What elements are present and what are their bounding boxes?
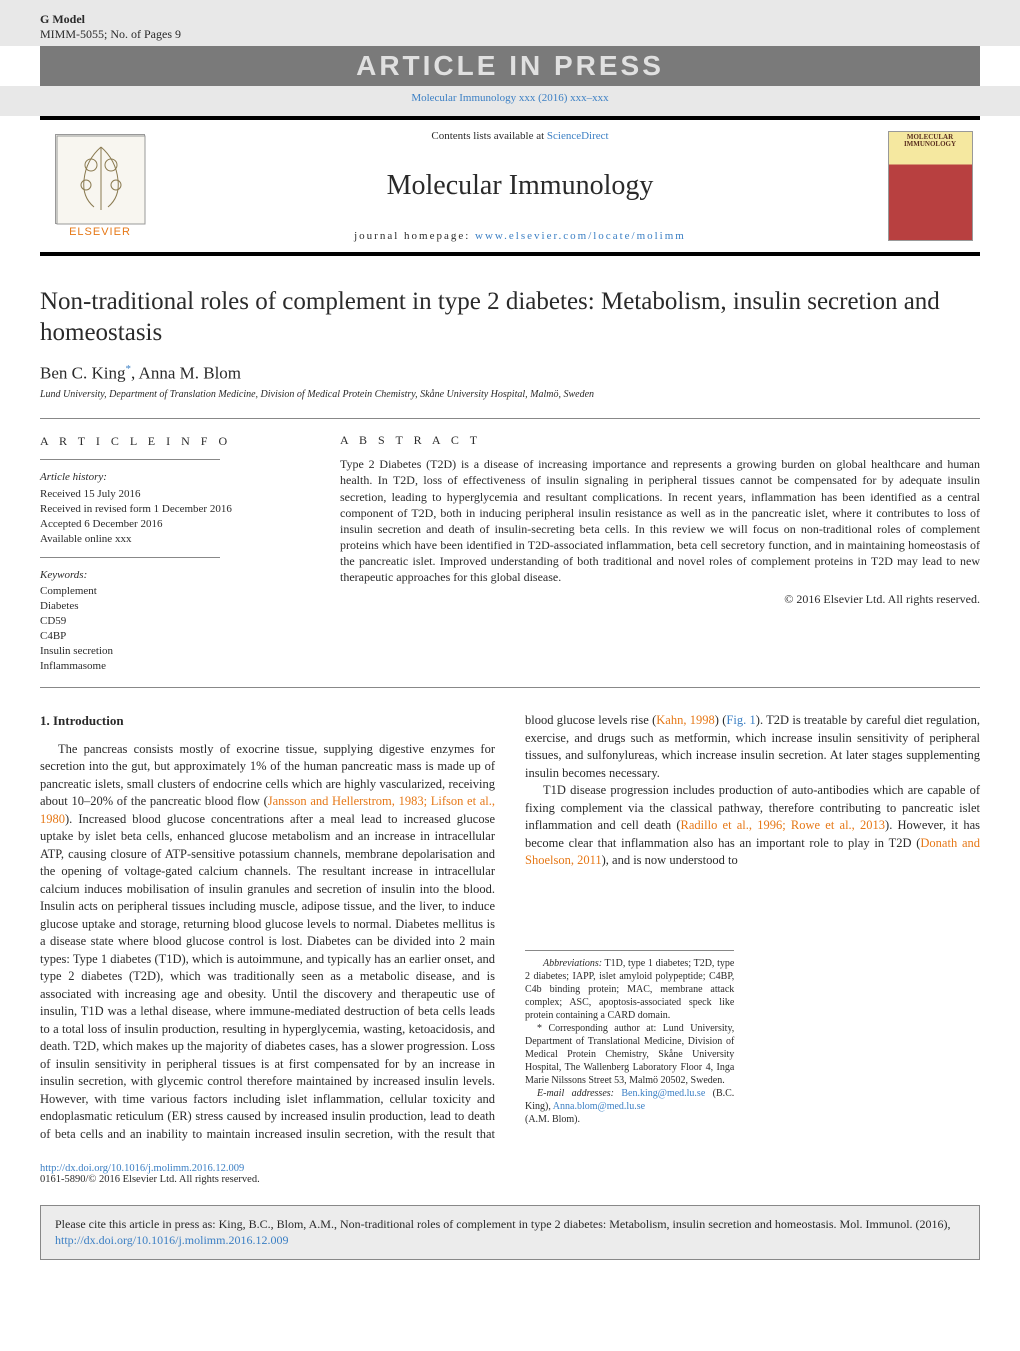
- info-divider-1: [40, 459, 220, 460]
- email-footnote: E-mail addresses: Ben.king@med.lu.se (B.…: [525, 1087, 734, 1126]
- cite-doi-link[interactable]: http://dx.doi.org/10.1016/j.molimm.2016.…: [55, 1233, 288, 1247]
- keyword-3: C4BP: [40, 629, 310, 644]
- info-abstract-row: A R T I C L E I N F O Article history: R…: [40, 418, 980, 688]
- gmodel-block: G Model MIMM-5055; No. of Pages 9: [40, 12, 181, 42]
- top-citation-link[interactable]: Molecular Immunology xxx (2016) xxx–xxx: [411, 92, 608, 104]
- journal-homepage-line: journal homepage: www.elsevier.com/locat…: [354, 230, 686, 242]
- article-in-press-banner: ARTICLE IN PRESS: [40, 46, 980, 86]
- elsevier-wordmark: ELSEVIER: [69, 226, 131, 238]
- fig-1-link[interactable]: Fig. 1: [726, 713, 755, 727]
- article-body: Non-traditional roles of complement in t…: [0, 256, 1020, 1153]
- p2-b: ) (: [715, 713, 727, 727]
- homepage-label: journal homepage:: [354, 230, 475, 242]
- author-2: Anna M. Blom: [139, 363, 241, 382]
- top-header-band: G Model MIMM-5055; No. of Pages 9: [0, 0, 1020, 46]
- header-center: Contents lists available at ScienceDirec…: [160, 120, 880, 252]
- elsevier-tree-icon: [55, 134, 145, 224]
- abbrev-label: Abbreviations:: [543, 958, 602, 969]
- journal-cover-box: MOLECULAR IMMUNOLOGY: [880, 120, 980, 252]
- please-cite-box: Please cite this article in press as: Ki…: [40, 1205, 980, 1259]
- affiliation-line: Lund University, Department of Translati…: [40, 389, 980, 400]
- corresponding-footnote: * Corresponding author at: Lund Universi…: [525, 1022, 734, 1087]
- issn-copyright-line: 0161-5890/© 2016 Elsevier Ltd. All right…: [40, 1174, 260, 1185]
- footnotes-block: Abbreviations: T1D, type 1 diabetes; T2D…: [525, 950, 734, 1126]
- abstract-block: A B S T R A C T Type 2 Diabetes (T2D) is…: [340, 433, 980, 673]
- sciencedirect-link[interactable]: ScienceDirect: [547, 130, 609, 142]
- article-info-block: A R T I C L E I N F O Article history: R…: [40, 433, 310, 673]
- doi-link[interactable]: http://dx.doi.org/10.1016/j.molimm.2016.…: [40, 1163, 244, 1174]
- history-accepted: Accepted 6 December 2016: [40, 517, 310, 532]
- cite-text: Please cite this article in press as: Ki…: [55, 1217, 951, 1231]
- doi-block: http://dx.doi.org/10.1016/j.molimm.2016.…: [0, 1163, 1020, 1185]
- ref-kahn[interactable]: Kahn, 1998: [656, 713, 715, 727]
- keyword-5: Inflammasome: [40, 659, 310, 674]
- abbrev-footnote: Abbreviations: T1D, type 1 diabetes; T2D…: [525, 957, 734, 1022]
- corr-text: Corresponding author at: Lund University…: [525, 1023, 734, 1086]
- email-label: E-mail addresses:: [537, 1088, 614, 1099]
- p3-c: ), and is now understood to: [602, 853, 738, 867]
- section-1-heading: 1. Introduction: [40, 712, 495, 730]
- intro-para-1: The pancreas consists mostly of exocrine…: [40, 712, 980, 1143]
- journal-cover-icon: MOLECULAR IMMUNOLOGY: [888, 131, 973, 241]
- abstract-heading: A B S T R A C T: [340, 433, 980, 448]
- article-ref-code: MIMM-5055; No. of Pages 9: [40, 27, 181, 42]
- abstract-copyright: © 2016 Elsevier Ltd. All rights reserved…: [340, 592, 980, 607]
- p1-b: ). Increased blood glucose concentration…: [40, 812, 495, 931]
- article-info-heading: A R T I C L E I N F O: [40, 433, 310, 449]
- corr-marker: *: [537, 1023, 548, 1034]
- ref-radillo[interactable]: Radillo et al., 1996; Rowe et al., 2013: [681, 818, 886, 832]
- journal-header-block: ELSEVIER Contents lists available at Sci…: [40, 116, 980, 256]
- authors-line: Ben C. King*, Anna M. Blom: [40, 363, 980, 384]
- email-2-link[interactable]: Anna.blom@med.lu.se: [553, 1101, 645, 1112]
- history-received: Received 15 July 2016: [40, 487, 310, 502]
- history-revised: Received in revised form 1 December 2016: [40, 502, 310, 517]
- top-citation-line: Molecular Immunology xxx (2016) xxx–xxx: [0, 86, 1020, 116]
- history-label: Article history:: [40, 470, 310, 485]
- keyword-4: Insulin secretion: [40, 644, 310, 659]
- history-online: Available online xxx: [40, 532, 310, 547]
- intro-para-3: T1D disease progression includes product…: [525, 782, 980, 870]
- keyword-2: CD59: [40, 614, 310, 629]
- keywords-label: Keywords:: [40, 568, 310, 583]
- keyword-0: Complement: [40, 584, 310, 599]
- abstract-text: Type 2 Diabetes (T2D) is a disease of in…: [340, 456, 980, 586]
- article-title: Non-traditional roles of complement in t…: [40, 286, 980, 349]
- author-sep: ,: [131, 363, 139, 382]
- email-2-attr: (A.M. Blom).: [525, 1114, 580, 1125]
- body-two-column: 1. Introduction The pancreas consists mo…: [40, 712, 980, 1143]
- contents-available-line: Contents lists available at ScienceDirec…: [431, 130, 608, 142]
- elsevier-logo-box: ELSEVIER: [40, 120, 160, 252]
- page-root: G Model MIMM-5055; No. of Pages 9 ARTICL…: [0, 0, 1020, 1351]
- cover-title-text: MOLECULAR IMMUNOLOGY: [889, 134, 972, 148]
- homepage-url[interactable]: www.elsevier.com/locate/molimm: [475, 230, 686, 242]
- keyword-1: Diabetes: [40, 599, 310, 614]
- email-1-link[interactable]: Ben.king@med.lu.se: [621, 1088, 705, 1099]
- contents-prefix: Contents lists available at: [431, 130, 546, 142]
- info-divider-2: [40, 557, 220, 558]
- journal-title: Molecular Immunology: [387, 170, 654, 202]
- author-1: Ben C. King: [40, 363, 125, 382]
- gmodel-label: G Model: [40, 12, 181, 27]
